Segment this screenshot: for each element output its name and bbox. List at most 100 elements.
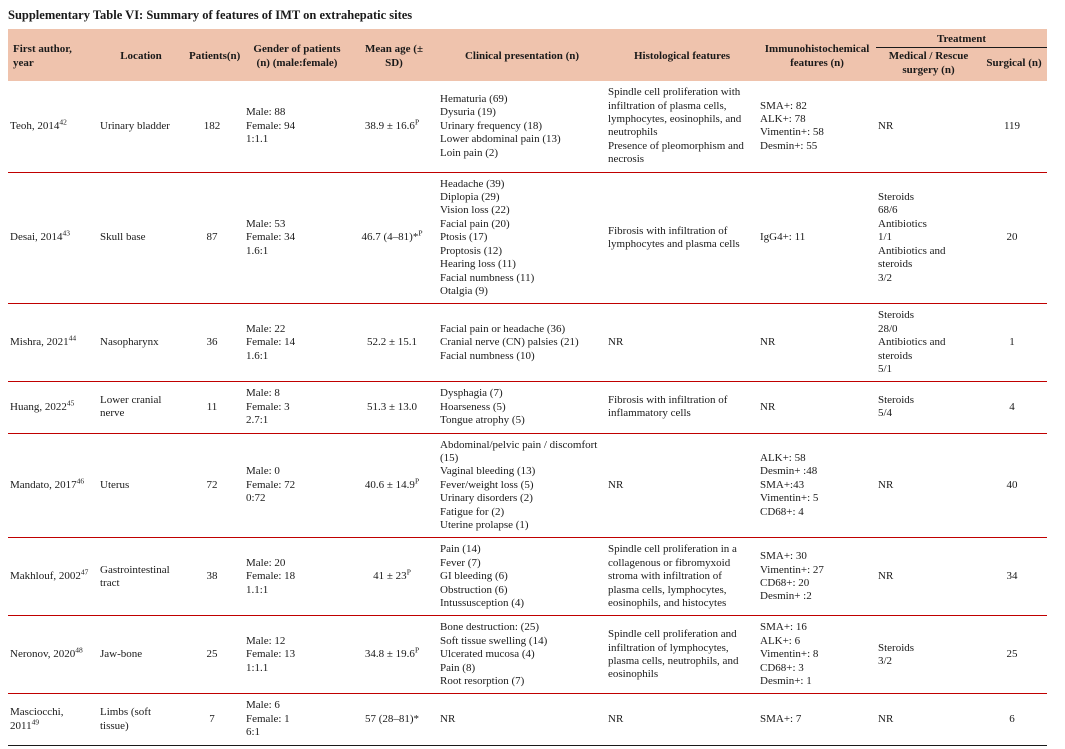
mean-age-cell: 57 (28–81)*	[364, 712, 420, 725]
table-header: First author, year Location Patients(n) …	[8, 29, 1048, 82]
table-row: Masciocchi, 201149 Limbs (soft tissue) 7…	[8, 694, 1048, 746]
immunohistochemical-cell: IgG4+: 11	[760, 231, 806, 244]
mean-age-cell: 46.7 (4–81)*P	[361, 228, 423, 244]
table-row: Mandato, 201746 Uterus 72 Male: 0 Female…	[8, 433, 1048, 538]
patients-count-cell: 87	[206, 231, 218, 244]
header-surgical: Surgical (n)	[981, 47, 1048, 82]
table-row: Makhlouf, 200247 Gastrointestinal tract …	[8, 538, 1048, 616]
reference-superscript: 43	[62, 228, 71, 238]
histological-features-cell: NR	[608, 712, 624, 725]
header-treatment-group: Treatment	[876, 29, 1048, 49]
immunohistochemical-cell: SMA+: 16 ALK+: 6 Vimentin+: 8 CD68+: 3 D…	[760, 621, 819, 688]
author-year-cell: Masciocchi, 201149	[10, 706, 64, 732]
location-cell: Limbs (soft tissue)	[100, 706, 152, 732]
header-gender: Gender of patients (n) (male:female)	[244, 29, 350, 82]
immunohistochemical-cell: NR	[760, 400, 776, 413]
gender-cell: Male: 88 Female: 94 1:1.1	[246, 106, 296, 146]
gender-cell: Male: 22 Female: 14 1.6:1	[246, 322, 296, 362]
reference-superscript: 48	[75, 645, 83, 655]
surgical-cell: 4	[1009, 400, 1015, 413]
mean-age-cell: 38.9 ± 16.6P	[364, 117, 420, 132]
gender-cell: Male: 53 Female: 34 1.6:1	[246, 217, 296, 257]
immunohistochemical-cell: SMA+: 82 ALK+: 78 Vimentin+: 58 Desmin+:…	[760, 99, 824, 152]
histological-features-cell: Fibrosis with infiltration of lymphocyte…	[608, 224, 740, 250]
age-note-superscript: P	[418, 228, 423, 238]
table-row: Desai, 201443 Skull base 87 Male: 53 Fem…	[8, 172, 1048, 304]
mean-age-cell: 34.8 ± 19.6P	[364, 645, 420, 661]
medical-rescue-cell: NR	[878, 570, 894, 583]
patients-count-cell: 72	[206, 478, 218, 491]
surgical-cell: 40	[1006, 478, 1018, 491]
age-note-superscript: P	[414, 645, 420, 655]
location-cell: Gastrointestinal tract	[100, 563, 170, 589]
medical-rescue-cell: NR	[878, 712, 894, 725]
histological-features-cell: Spindle cell proliferation in a collagen…	[608, 543, 737, 610]
mean-age-cell: 40.6 ± 14.9P	[364, 476, 420, 491]
reference-superscript: 47	[80, 567, 89, 577]
immunohistochemical-cell: NR	[760, 336, 776, 349]
location-cell: Uterus	[100, 478, 130, 491]
surgical-cell: 34	[1006, 570, 1018, 583]
author-year-cell: Mishra, 202144	[10, 333, 77, 349]
reference-superscript: 44	[68, 333, 77, 343]
header-first-author: First author, year	[8, 29, 98, 82]
author-year-cell: Makhlouf, 200247	[10, 567, 89, 583]
gender-cell: Male: 6 Female: 1 6:1	[246, 699, 290, 739]
reference-superscript: 45	[66, 398, 75, 408]
reference-superscript: 46	[76, 476, 85, 486]
author-year-cell: Mandato, 201746	[10, 476, 85, 491]
author-year-cell: Teoh, 201442	[10, 117, 67, 132]
header-patients: Patients(n)	[184, 29, 244, 82]
patients-count-cell: 7	[209, 712, 215, 725]
header-medical-rescue: Medical / Rescue surgery (n)	[876, 47, 981, 82]
table-body: Teoh, 201442 Urinary bladder 182 Male: 8…	[8, 81, 1048, 746]
medical-rescue-cell: NR	[878, 478, 894, 491]
gender-cell: Male: 8 Female: 3 2.7:1	[246, 387, 290, 427]
histological-features-cell: NR	[608, 478, 624, 491]
location-cell: Lower cranial nerve	[100, 394, 162, 420]
surgical-cell: 6	[1009, 712, 1015, 725]
immunohistochemical-cell: ALK+: 58 Desmin+ :48 SMA+:43 Vimentin+: …	[760, 451, 819, 518]
histological-features-cell: Spindle cell proliferation with infiltra…	[608, 86, 744, 166]
table-row: Mishra, 202144 Nasopharynx 36 Male: 22 F…	[8, 304, 1048, 382]
medical-rescue-cell: Steroids 3/2	[878, 641, 915, 667]
patients-count-cell: 182	[203, 119, 221, 132]
mean-age-cell: 52.2 ± 15.1	[366, 336, 418, 349]
mean-age-cell: 41 ± 23P	[373, 567, 411, 583]
table-row: Neronov, 202048 Jaw-bone 25 Male: 12 Fem…	[8, 616, 1048, 694]
clinical-presentation-cell: Pain (14) Fever (7) GI bleeding (6) Obst…	[440, 543, 525, 610]
table-row: Teoh, 201442 Urinary bladder 182 Male: 8…	[8, 81, 1048, 173]
reference-superscript: 42	[59, 117, 67, 127]
header-immunohistochemical: Immunohistochemical features (n)	[758, 29, 876, 82]
location-cell: Skull base	[100, 231, 146, 244]
patients-count-cell: 25	[206, 648, 218, 661]
immunohistochemical-cell: SMA+: 7	[760, 712, 802, 725]
gender-cell: Male: 0 Female: 72 0:72	[246, 465, 296, 505]
medical-rescue-cell: Steroids 5/4	[878, 394, 915, 420]
surgical-cell: 1	[1009, 336, 1015, 349]
histological-features-cell: NR	[608, 336, 624, 349]
age-note-superscript: P	[414, 476, 420, 486]
clinical-presentation-cell: Facial pain or headache (36) Cranial ner…	[440, 322, 579, 362]
histological-features-cell: Spindle cell proliferation and infiltrat…	[608, 628, 739, 681]
table-row: Huang, 202245 Lower cranial nerve 11 Mal…	[8, 382, 1048, 434]
surgical-cell: 20	[1006, 231, 1018, 244]
immunohistochemical-cell: SMA+: 30 Vimentin+: 27 CD68+: 20 Desmin+…	[760, 550, 824, 603]
patients-count-cell: 11	[206, 400, 218, 413]
gender-cell: Male: 12 Female: 13 1:1.1	[246, 634, 296, 674]
table-title: Supplementary Table VI: Summary of featu…	[8, 8, 413, 22]
author-year-cell: Desai, 201443	[10, 228, 71, 244]
patients-count-cell: 38	[206, 570, 218, 583]
clinical-presentation-cell: Abdominal/pelvic pain / discomfort (15) …	[440, 438, 598, 531]
medical-rescue-cell: Steroids 68/6 Antibiotics 1/1 Antibiotic…	[878, 191, 946, 284]
age-note-superscript: P	[414, 117, 420, 127]
reference-superscript: 49	[31, 716, 40, 726]
histological-features-cell: Fibrosis with infiltration of inflammato…	[608, 394, 728, 420]
header-mean-age: Mean age (± SD)	[350, 29, 438, 82]
author-year-cell: Neronov, 202048	[10, 645, 83, 661]
patients-count-cell: 36	[206, 336, 218, 349]
medical-rescue-cell: Steroids 28/0 Antibiotics and steroids 5…	[878, 309, 946, 375]
header-location: Location	[98, 29, 184, 82]
header-clinical-presentation: Clinical presentation (n)	[438, 29, 606, 82]
